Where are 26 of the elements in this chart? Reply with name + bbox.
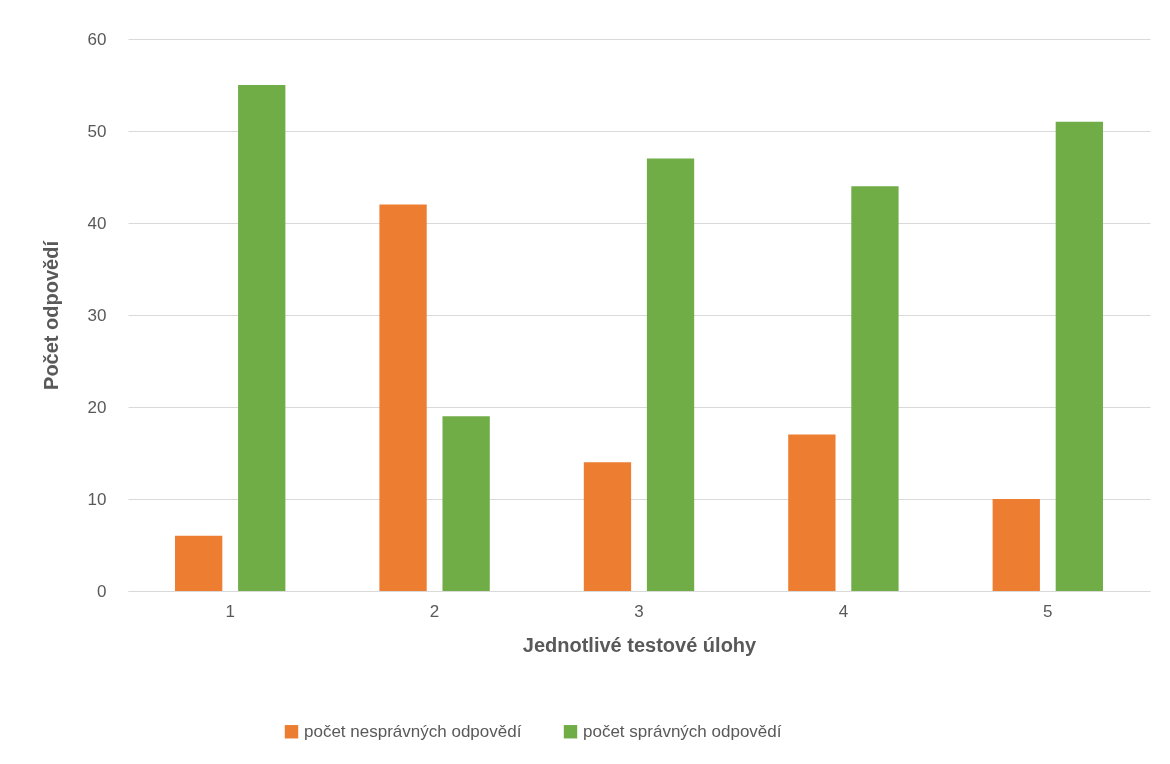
bar xyxy=(379,204,427,591)
y-tick-label: 40 xyxy=(87,213,107,233)
bar xyxy=(851,186,899,591)
legend-label: počet nesprávných odpovědí xyxy=(304,721,522,741)
y-tick-label: 10 xyxy=(87,489,107,509)
x-tick-label: 2 xyxy=(429,601,440,621)
x-tick-label: 5 xyxy=(1043,601,1053,621)
legend-label: počet správných odpovědí xyxy=(583,721,782,741)
y-tick-label: 20 xyxy=(87,397,107,417)
y-tick-label: 50 xyxy=(87,121,107,141)
bar xyxy=(583,462,632,591)
x-tick-label: 3 xyxy=(634,601,644,621)
y-tick-label: 60 xyxy=(87,29,107,49)
bar xyxy=(646,158,695,591)
y-tick-label: 0 xyxy=(97,581,107,601)
y-tick-label: 30 xyxy=(87,305,107,325)
bar xyxy=(1055,121,1103,591)
x-axis-title: Jednotlivé testové úlohy xyxy=(522,633,758,656)
bar xyxy=(238,85,286,591)
x-tick-label: 1 xyxy=(225,601,235,621)
bar xyxy=(992,499,1040,591)
bar xyxy=(442,416,490,591)
bar xyxy=(175,535,223,591)
bar xyxy=(788,434,836,591)
y-axis-title: Počet odpovědí xyxy=(39,239,62,390)
x-tick-label: 4 xyxy=(838,601,849,621)
